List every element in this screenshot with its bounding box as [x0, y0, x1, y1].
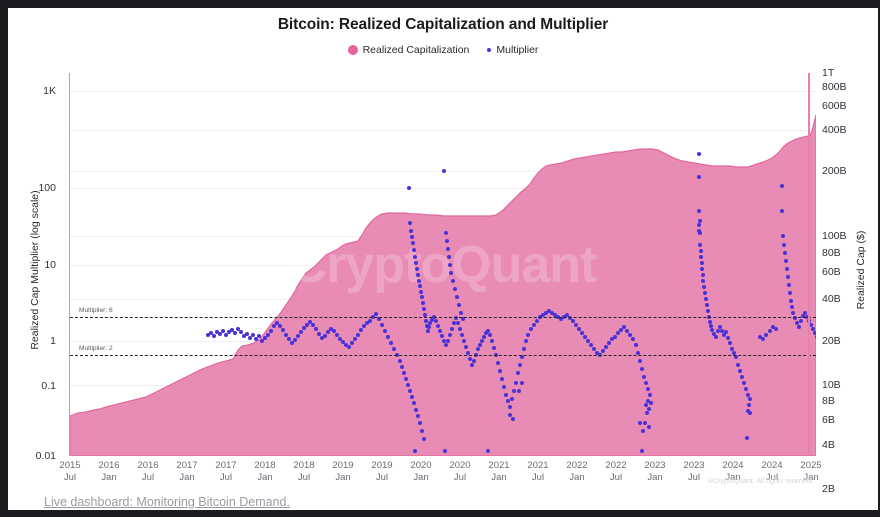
x-tick-7: 2019 Jan: [332, 460, 353, 484]
x-tick-18: 2024 Jul: [761, 460, 782, 484]
right-tick-8: 40B: [822, 293, 841, 305]
right-tick-10: 10B: [822, 379, 841, 391]
x-tick-label: 2018 Jan: [254, 460, 276, 483]
x-tick-label: 2020 Jul: [449, 460, 471, 483]
x-tick-1: 2016 Jan: [98, 460, 119, 484]
right-tick-2: 600B: [822, 100, 847, 112]
left-axis-ticks: 1K 100 10 1 0.1 0.01: [8, 73, 56, 462]
right-tick-9: 20B: [822, 335, 841, 347]
right-tick-11: 8B: [822, 395, 835, 407]
threshold-label-multiplier-6: Multiplier: 6: [79, 307, 113, 314]
x-tick-label: 2021 Jul: [527, 460, 549, 483]
x-tick-label: 2015 Jul: [59, 460, 81, 483]
x-tick-17: 2024 Jan: [722, 460, 743, 484]
realized-capitalization-area: [70, 114, 816, 456]
chart-legend: Realized Capitalization Multiplier: [8, 44, 878, 56]
threshold-line-multiplier-6: [70, 317, 816, 318]
x-tick-label: 2021 Jan: [488, 460, 510, 483]
right-tick-7: 60B: [822, 266, 841, 278]
right-tick-6: 80B: [822, 247, 841, 259]
plot-area[interactable]: CryptoQuant: [70, 73, 816, 456]
x-tick-label: 2019 Jan: [332, 460, 354, 483]
right-tick-3: 400B: [822, 124, 847, 136]
threshold-line-multiplier-2: [70, 355, 816, 356]
x-tick-label: 2024 Jan: [722, 460, 744, 483]
right-tick-13: 4B: [822, 439, 835, 451]
x-tick-label: 2017 Jul: [215, 460, 237, 483]
x-tick-0: 2015 Jul: [59, 460, 80, 484]
left-tick-4: 0.1: [41, 380, 56, 392]
x-tick-label: 2018 Jul: [293, 460, 315, 483]
right-tick-4: 200B: [822, 165, 847, 177]
x-tick-8: 2019 Jul: [371, 460, 392, 484]
live-dashboard-link[interactable]: Live dashboard: Monitoring Bitcoin Deman…: [44, 495, 290, 509]
x-tick-3: 2017 Jan: [176, 460, 197, 484]
x-tick-15: 2023 Jan: [644, 460, 665, 484]
right-tick-12: 6B: [822, 414, 835, 426]
x-tick-2: 2016 Jul: [137, 460, 158, 484]
right-tick-5: 100B: [822, 230, 847, 242]
page-title: Bitcoin: Realized Capitalization and Mul…: [277, 16, 609, 33]
gridline: [70, 130, 816, 131]
x-tick-13: 2022 Jan: [566, 460, 587, 484]
left-tick-0: 1K: [43, 85, 56, 97]
threshold-label-multiplier-2: Multiplier: 2: [79, 345, 113, 352]
area-swatch-icon: [347, 45, 358, 55]
x-tick-5: 2018 Jan: [254, 460, 275, 484]
right-tick-1: 800B: [822, 81, 847, 93]
plot-wrapper: CryptoQuant: [62, 73, 816, 456]
x-tick-label: 2025 Jan: [800, 460, 822, 483]
left-tick-2: 10: [44, 259, 56, 271]
dot-marker-icon: [487, 48, 492, 52]
left-tick-1: 100: [38, 182, 56, 194]
x-tick-9: 2020 Jan: [410, 460, 431, 484]
legend-item-realized-capitalization[interactable]: Realized Capitalization: [347, 44, 470, 56]
x-tick-label: 2023 Jul: [683, 460, 705, 483]
x-tick-label: 2016 Jan: [98, 460, 120, 483]
x-tick-label: 2017 Jan: [176, 460, 198, 483]
legend-item-multiplier[interactable]: Multiplier: [487, 44, 538, 56]
multiplier-scatter: [206, 152, 816, 453]
left-axis-title: Realized Cap Multiplier (log scale): [29, 190, 41, 350]
x-tick-label: 2022 Jan: [566, 460, 588, 483]
right-tick-0: 1T: [822, 67, 835, 79]
right-axis-line: [808, 73, 810, 456]
x-tick-4: 2017 Jul: [215, 460, 236, 484]
x-tick-11: 2021 Jan: [488, 460, 509, 484]
x-tick-10: 2020 Jul: [449, 460, 470, 484]
x-tick-12: 2021 Jul: [527, 460, 548, 484]
x-tick-19: 2025 Jan: [800, 460, 821, 484]
x-tick-label: 2020 Jan: [410, 460, 432, 483]
x-axis-ticks: 2015 Jul 2016 Jan 2016 Jul 2017 Jan 2017 Jul …: [59, 460, 821, 492]
x-tick-label: 2024 Jul: [761, 460, 783, 483]
left-tick-5: 0.01: [35, 450, 56, 462]
right-axis-title: Realized Cap ($): [855, 230, 867, 310]
x-tick-label: 2016 Jul: [137, 460, 159, 483]
right-axis-ticks: 1T 800B 600B 400B 200B 100B 80B 60B 40B …: [822, 67, 864, 495]
left-tick-3: 1: [50, 335, 56, 347]
x-tick-label: 2023 Jan: [644, 460, 666, 483]
legend-label-multiplier: Multiplier: [496, 44, 539, 56]
x-tick-14: 2022 Jul: [605, 460, 626, 484]
legend-label-realized-capitalization: Realized Capitalization: [362, 44, 470, 56]
copyright-notice: ©CryptoQuant. All rights reserved: [708, 478, 813, 485]
x-tick-16: 2023 Jul: [683, 460, 704, 484]
x-tick-label: 2022 Jul: [605, 460, 627, 483]
right-tick-14: 2B: [822, 483, 835, 495]
gridline: [70, 188, 816, 189]
gridline: [70, 91, 816, 92]
chart-frame: Bitcoin: Realized Capitalization and Mul…: [8, 8, 878, 510]
x-tick-6: 2018 Jul: [293, 460, 314, 484]
x-tick-label: 2019 Jul: [371, 460, 393, 483]
